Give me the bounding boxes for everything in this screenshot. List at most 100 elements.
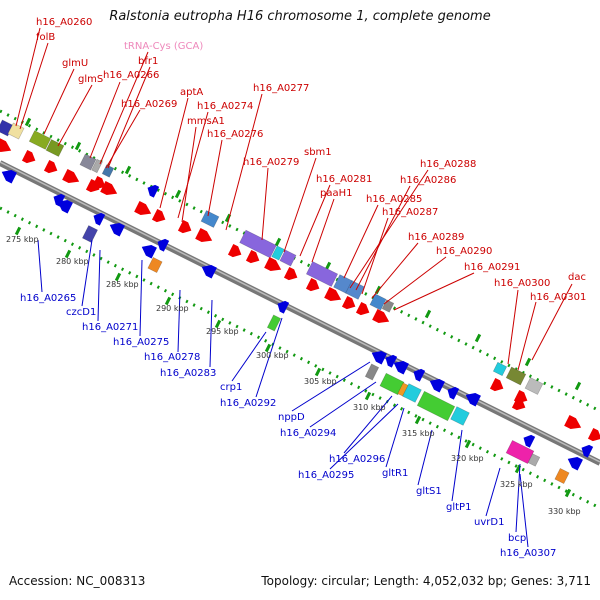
- gene-box[interactable]: [266, 314, 282, 332]
- forward-gene-arrow[interactable]: [305, 277, 322, 294]
- gene-label[interactable]: czcD1: [66, 307, 96, 318]
- gene-label[interactable]: h16_A0287: [382, 207, 438, 218]
- forward-gene-arrow[interactable]: [511, 396, 528, 413]
- gene-label[interactable]: folB: [36, 32, 55, 43]
- gene-label[interactable]: h16_A0266: [103, 70, 159, 81]
- forward-gene-arrow[interactable]: [283, 266, 300, 283]
- gene-label[interactable]: h16_A0296: [329, 454, 385, 465]
- gene-label[interactable]: sbm1: [304, 147, 332, 158]
- forward-gene-arrow[interactable]: [264, 257, 284, 275]
- gene-label[interactable]: h16_A0260: [36, 17, 92, 28]
- gene-label[interactable]: h16_A0307: [500, 548, 556, 559]
- gene-label[interactable]: h16_A0277: [253, 83, 309, 94]
- reverse-gene-arrow[interactable]: [445, 384, 460, 400]
- forward-gene-arrow[interactable]: [245, 249, 262, 266]
- gene-label[interactable]: h16_A0289: [408, 232, 464, 243]
- gene-box[interactable]: [101, 164, 115, 178]
- gene-label[interactable]: gltP1: [446, 502, 471, 513]
- gene-label[interactable]: glmS: [78, 74, 103, 85]
- gene-box[interactable]: [271, 245, 285, 261]
- reverse-gene-arrow[interactable]: [91, 210, 106, 226]
- reverse-gene-arrow[interactable]: [411, 366, 426, 382]
- gene-label[interactable]: h16_A0275: [113, 337, 169, 348]
- gene-label[interactable]: h16_A0285: [366, 194, 422, 205]
- gene-box[interactable]: [91, 158, 103, 174]
- reverse-gene-arrow[interactable]: [463, 390, 481, 407]
- gene-box[interactable]: [279, 249, 297, 267]
- gene-box[interactable]: [505, 439, 535, 465]
- gene-label[interactable]: h16_A0276: [207, 129, 263, 140]
- gene-label[interactable]: h16_A0278: [144, 352, 200, 363]
- reverse-gene-arrow[interactable]: [155, 236, 170, 252]
- forward-gene-arrow[interactable]: [489, 377, 506, 394]
- reverse-gene-arrow[interactable]: [0, 167, 17, 184]
- forward-gene-arrow[interactable]: [355, 301, 372, 318]
- gene-label[interactable]: h16_A0269: [121, 99, 177, 110]
- reverse-gene-arrow[interactable]: [51, 191, 66, 207]
- reverse-gene-arrow[interactable]: [145, 182, 160, 198]
- gene-box[interactable]: [305, 261, 339, 287]
- forward-gene-arrow[interactable]: [134, 201, 154, 219]
- gene-label[interactable]: nppD: [278, 412, 305, 423]
- gene-label[interactable]: h16_A0279: [243, 157, 299, 168]
- gene-box[interactable]: [402, 383, 422, 403]
- gene-label[interactable]: bfr1: [138, 56, 158, 67]
- gene-label[interactable]: h16_A0294: [280, 428, 336, 439]
- gene-box[interactable]: [7, 122, 25, 140]
- reverse-gene-arrow[interactable]: [565, 454, 583, 471]
- reverse-gene-arrow[interactable]: [199, 262, 217, 279]
- reverse-gene-arrow[interactable]: [391, 358, 409, 375]
- forward-gene-arrow[interactable]: [195, 228, 215, 246]
- forward-gene-arrow[interactable]: [341, 295, 358, 312]
- gene-label[interactable]: dac: [568, 272, 586, 283]
- reverse-gene-arrow[interactable]: [107, 220, 125, 237]
- gene-label[interactable]: h16_A0288: [420, 159, 476, 170]
- gene-box[interactable]: [524, 377, 544, 395]
- forward-gene-arrow[interactable]: [324, 287, 344, 305]
- gene-label[interactable]: uvrD1: [474, 517, 504, 528]
- gene-box[interactable]: [239, 229, 277, 259]
- forward-gene-arrow[interactable]: [151, 208, 168, 225]
- gene-label[interactable]: h16_A0300: [494, 278, 550, 289]
- gene-label[interactable]: paaH1: [320, 188, 353, 199]
- gene-box[interactable]: [492, 361, 508, 377]
- gene-box[interactable]: [147, 256, 163, 274]
- gene-label[interactable]: h16_A0274: [197, 101, 253, 112]
- forward-gene-arrow[interactable]: [100, 181, 120, 199]
- gene-label[interactable]: h16_A0295: [298, 470, 354, 481]
- gene-label[interactable]: gltS1: [416, 486, 442, 497]
- reverse-gene-arrow[interactable]: [139, 242, 157, 259]
- gene-box[interactable]: [369, 293, 387, 311]
- gene-label[interactable]: gltR1: [382, 468, 408, 479]
- gene-box[interactable]: [28, 130, 52, 150]
- gene-label[interactable]: h16_A0292: [220, 398, 276, 409]
- forward-gene-arrow[interactable]: [43, 159, 60, 176]
- reverse-gene-arrow[interactable]: [579, 442, 594, 458]
- forward-gene-arrow[interactable]: [564, 415, 584, 433]
- gene-box[interactable]: [345, 280, 365, 300]
- gene-label[interactable]: h16_A0281: [316, 174, 372, 185]
- forward-gene-arrow[interactable]: [0, 138, 14, 156]
- gene-label[interactable]: h16_A0265: [20, 293, 76, 304]
- gene-label[interactable]: aptA: [180, 87, 203, 98]
- gene-label[interactable]: h16_A0271: [82, 322, 138, 333]
- gene-box[interactable]: [416, 390, 456, 422]
- gene-label[interactable]: glmU: [62, 58, 88, 69]
- reverse-gene-arrow[interactable]: [275, 298, 290, 314]
- gene-box[interactable]: [364, 363, 380, 381]
- gene-box[interactable]: [81, 225, 99, 243]
- forward-gene-arrow[interactable]: [372, 309, 392, 327]
- reverse-gene-arrow[interactable]: [427, 376, 445, 393]
- forward-gene-arrow[interactable]: [177, 219, 194, 236]
- reverse-gene-arrow[interactable]: [383, 352, 398, 368]
- gene-label[interactable]: h16_A0291: [464, 262, 520, 273]
- gene-label[interactable]: bcp: [508, 533, 526, 544]
- forward-gene-arrow[interactable]: [62, 169, 82, 187]
- reverse-gene-arrow[interactable]: [521, 432, 536, 448]
- gene-box[interactable]: [505, 366, 527, 386]
- gene-label[interactable]: h16_A0286: [400, 175, 456, 186]
- gene-box[interactable]: [200, 210, 220, 228]
- forward-gene-arrow[interactable]: [587, 427, 600, 444]
- gene-label[interactable]: mmsA1: [187, 116, 225, 127]
- forward-gene-arrow[interactable]: [21, 149, 38, 166]
